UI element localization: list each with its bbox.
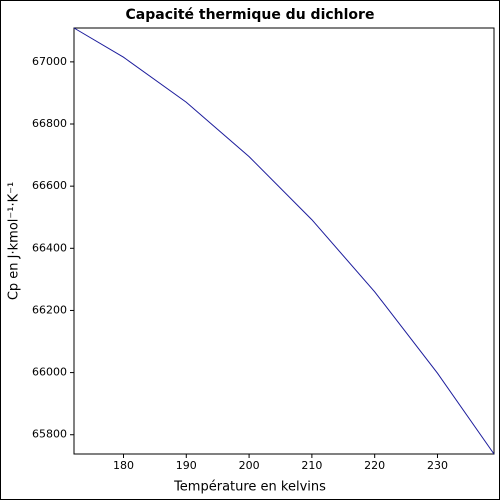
plot-area [73,27,495,455]
x-tick-label: 220 [364,459,385,472]
y-tick-label: 66000 [32,366,67,379]
y-axis-label: Cp en J·kmol⁻¹·K⁻¹ [7,182,22,300]
y-tick-label: 65800 [32,428,67,441]
data-line [73,27,495,455]
x-axis-label: Température en kelvins [173,480,326,495]
y-tick-label: 66800 [32,117,67,130]
y-tick-label: 67000 [32,55,67,68]
x-tick-label: 200 [239,459,260,472]
x-tick-label: 180 [113,459,134,472]
x-tick-label: 230 [427,459,448,472]
x-tick-label: 210 [301,459,322,472]
chart-title: Capacité thermique du dichlore [126,7,375,23]
y-tick-label: 66600 [32,179,67,192]
y-tick-label: 66200 [32,303,67,316]
x-tick-label: 190 [176,459,197,472]
y-tick-label: 66400 [32,241,67,254]
